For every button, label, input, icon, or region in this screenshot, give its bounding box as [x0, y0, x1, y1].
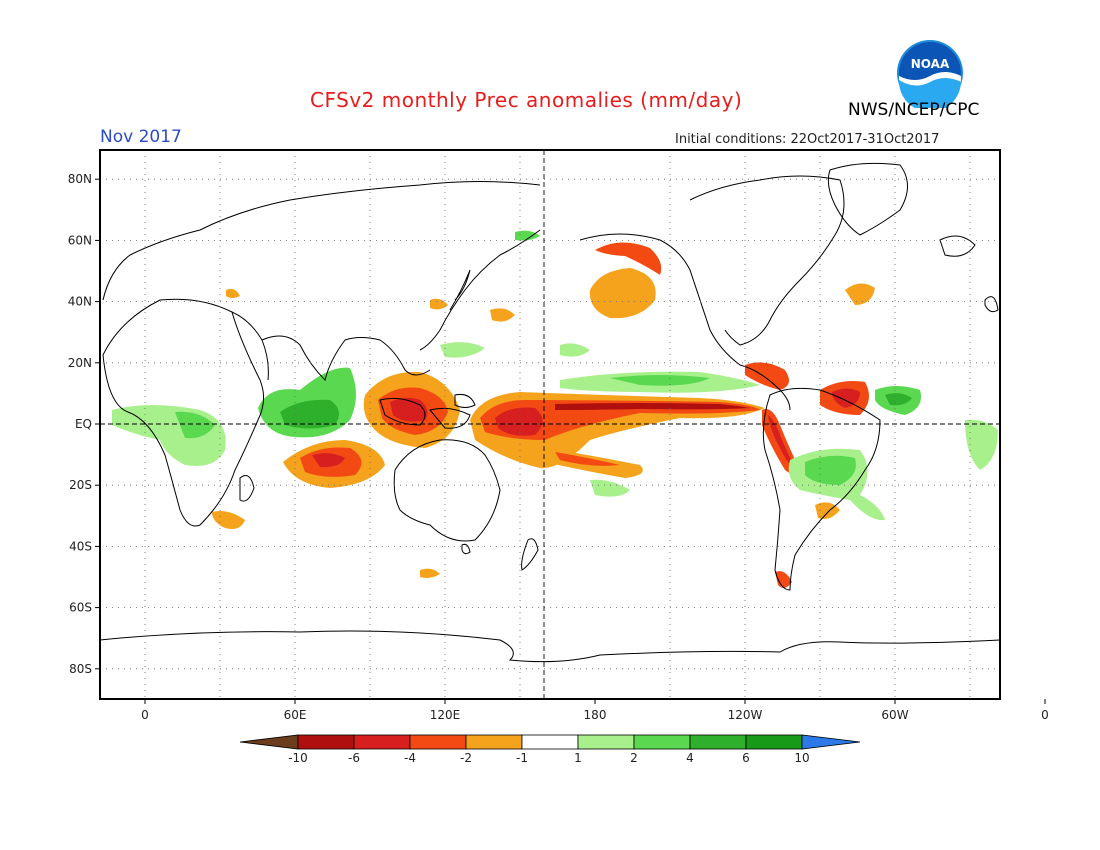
agency-label: NWS/NCEP/CPC	[848, 100, 980, 120]
colorbar-right-arrow	[801, 734, 861, 750]
wet-anomaly-indian-ocean-core	[280, 399, 339, 429]
lat-label: 20S	[69, 478, 92, 492]
colorbar-swatch	[689, 734, 747, 750]
dry-anomaly-north-pacific	[589, 268, 656, 319]
svg-text:NOAA: NOAA	[911, 57, 950, 71]
colorbar-swatch	[409, 734, 467, 750]
noaa-logo: NOAA	[895, 38, 965, 113]
chart-title: CFSv2 monthly Prec anomalies (mm/day)	[310, 88, 743, 112]
colorbar-tick-label: 2	[630, 751, 638, 765]
forecast-month: Nov 2017	[100, 127, 182, 147]
colorbar-left-arrow	[239, 734, 299, 750]
latitude-labels: 80N 60N 40N 20N EQ 20S 40S 60S 80S	[68, 172, 100, 676]
lat-label: 40S	[69, 539, 92, 553]
colorbar-tick-label: -10	[288, 751, 308, 765]
lat-label: 80N	[68, 172, 92, 186]
lon-label: 120E	[430, 708, 461, 722]
colorbar-swatch	[521, 734, 579, 750]
lat-label: 80S	[69, 662, 92, 676]
colorbar-swatch	[745, 734, 803, 750]
wet-anomaly-africa	[112, 405, 226, 466]
lat-label: 60N	[68, 233, 92, 247]
colorbar-tick-label: -4	[404, 751, 416, 765]
lon-label: 0	[141, 708, 149, 722]
colorbar-tick-label: -2	[460, 751, 472, 765]
lat-label: 40N	[68, 295, 92, 309]
colorbar-swatch	[297, 734, 355, 750]
lat-label: 60S	[69, 601, 92, 615]
lat-label: 20N	[68, 356, 92, 370]
anomaly-fields	[112, 230, 998, 588]
color-bar: -10 -6 -4 -2 -1 1 2 4 6 10	[239, 734, 861, 765]
lon-label: 60W	[881, 708, 908, 722]
lat-label: EQ	[75, 417, 92, 431]
lon-label: 0	[1041, 708, 1049, 722]
colorbar-tick-label: 6	[742, 751, 750, 765]
colorbar-tick-label: 4	[686, 751, 694, 765]
colorbar-swatch	[577, 734, 635, 750]
lon-label: 120W	[728, 708, 763, 722]
colorbar-tick-label: -1	[516, 751, 528, 765]
lon-label: 180	[584, 708, 607, 722]
longitude-labels: 0 60E 120E 180 120W 60W 0	[141, 699, 1049, 722]
colorbar-tick-label: 1	[574, 751, 582, 765]
coastlines	[100, 162, 1000, 663]
colorbar-swatch	[353, 734, 411, 750]
initial-conditions: Initial conditions: 22Oct2017-31Oct2017	[675, 132, 940, 147]
colorbar-tick-label: 10	[794, 751, 809, 765]
lon-label: 60E	[284, 708, 307, 722]
colorbar-tick-label: -6	[348, 751, 360, 765]
colorbar-swatch	[633, 734, 691, 750]
colorbar-swatch	[465, 734, 523, 750]
grid-lines	[100, 150, 1000, 699]
